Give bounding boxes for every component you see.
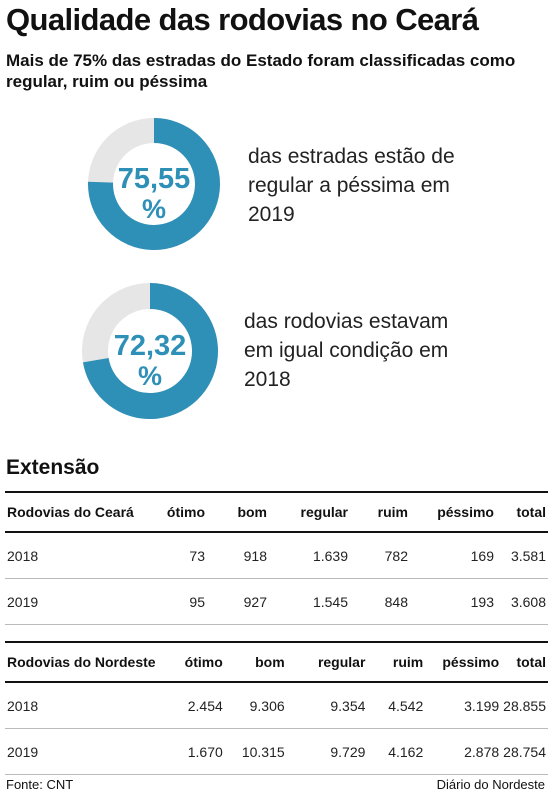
donut-caption-2019: das estradas estão de regular a péssima … (248, 145, 455, 226)
table-row: 2018 73 918 1.639 782 169 3.581 (5, 532, 548, 579)
table-cell: 3.199 (464, 697, 500, 714)
page-subtitle: Mais de 75% das estradas do Estado foram… (6, 51, 516, 91)
donut-value-arc-2019 (88, 118, 220, 250)
publisher-credit: Diário do Nordeste (436, 777, 545, 792)
column-header-pessimo: péssimo (437, 504, 494, 520)
table-cell-year: 2018 (7, 697, 39, 714)
donut-percent-sign-2019: % (142, 194, 166, 224)
table-cell-year: 2018 (7, 547, 39, 564)
column-header-ruim: ruim (392, 654, 424, 670)
column-header-regular: regular (300, 504, 348, 520)
column-header-region: Rodovias do Nordeste (7, 654, 156, 670)
column-header-bom: bom (237, 504, 267, 520)
table-cell: 927 (243, 593, 267, 610)
section-title-extensao: Extensão (6, 456, 100, 479)
column-header-bom: bom (255, 654, 285, 670)
donut-svg-2019: 75,55 % (88, 118, 220, 250)
table-cell: 848 (384, 593, 408, 610)
table-cell: 95 (189, 593, 205, 610)
donut-value-2019: 75,55 (118, 163, 191, 195)
table-cell: 9.354 (330, 697, 366, 714)
table-cell: 918 (243, 547, 267, 564)
table-row: 2019 95 927 1.545 848 193 3.608 (5, 578, 548, 625)
column-header-total: total (516, 654, 546, 670)
table-cell: 73 (189, 547, 205, 564)
table-cell: 782 (384, 547, 408, 564)
donut-value-arc-2018 (82, 283, 218, 419)
table-cell: 28.855 (503, 697, 546, 714)
column-header-region: Rodovias do Ceará (7, 504, 134, 520)
table-row: 2018 2.454 9.306 9.354 4.542 3.199 28.85… (5, 682, 548, 729)
table-cell: 1.545 (312, 593, 348, 610)
table-header-row: Rodovias do Ceará ótimo bom regular ruim… (5, 492, 548, 532)
table-cell: 3.581 (510, 547, 546, 564)
table-cell: 10.315 (241, 743, 285, 760)
donut-caption-2018: das rodovias estavam em igual condição e… (244, 310, 449, 391)
column-header-regular: regular (317, 654, 366, 670)
column-header-pessimo: péssimo (442, 654, 500, 670)
column-header-total: total (516, 504, 546, 520)
column-header-otimo: ótimo (166, 504, 205, 520)
table-rodovias-ceara: Rodovias do Ceará ótimo bom regular ruim… (5, 491, 548, 625)
table-cell: 4.542 (388, 697, 424, 714)
column-header-otimo: ótimo (184, 654, 223, 670)
table-cell: 9.306 (249, 697, 285, 714)
table-cell: 193 (470, 593, 494, 610)
table-row: 2019 1.670 10.315 9.729 4.162 2.878 28.7… (5, 728, 548, 775)
source-note: Fonte: CNT (6, 777, 74, 792)
table-cell: 3.608 (510, 593, 546, 610)
page-title: Qualidade das rodovias no Ceará (6, 2, 479, 37)
donut-percent-sign-2018: % (138, 361, 162, 391)
donut-value-2018: 72,32 (114, 330, 187, 362)
table-cell: 2.454 (187, 697, 223, 714)
table-cell: 28.754 (503, 743, 546, 760)
table-cell: 2.878 (464, 743, 500, 760)
table-cell: 1.639 (312, 547, 348, 564)
table-header-row: Rodovias do Nordeste ótimo bom regular r… (5, 642, 548, 682)
donut-chart-2018: 72,32 % (82, 283, 218, 419)
donut-chart-2019: 75,55 % (88, 118, 220, 250)
table-rodovias-nordeste: Rodovias do Nordeste ótimo bom regular r… (5, 641, 548, 775)
table-cell: 169 (470, 547, 494, 564)
table-cell: 9.729 (330, 743, 366, 760)
donut-svg-2018: 72,32 % (82, 283, 218, 419)
table-cell-year: 2019 (7, 743, 39, 760)
table-cell-year: 2019 (7, 593, 39, 610)
column-header-ruim: ruim (377, 504, 408, 520)
table-cell: 4.162 (388, 743, 424, 760)
table-cell: 1.670 (187, 743, 223, 760)
